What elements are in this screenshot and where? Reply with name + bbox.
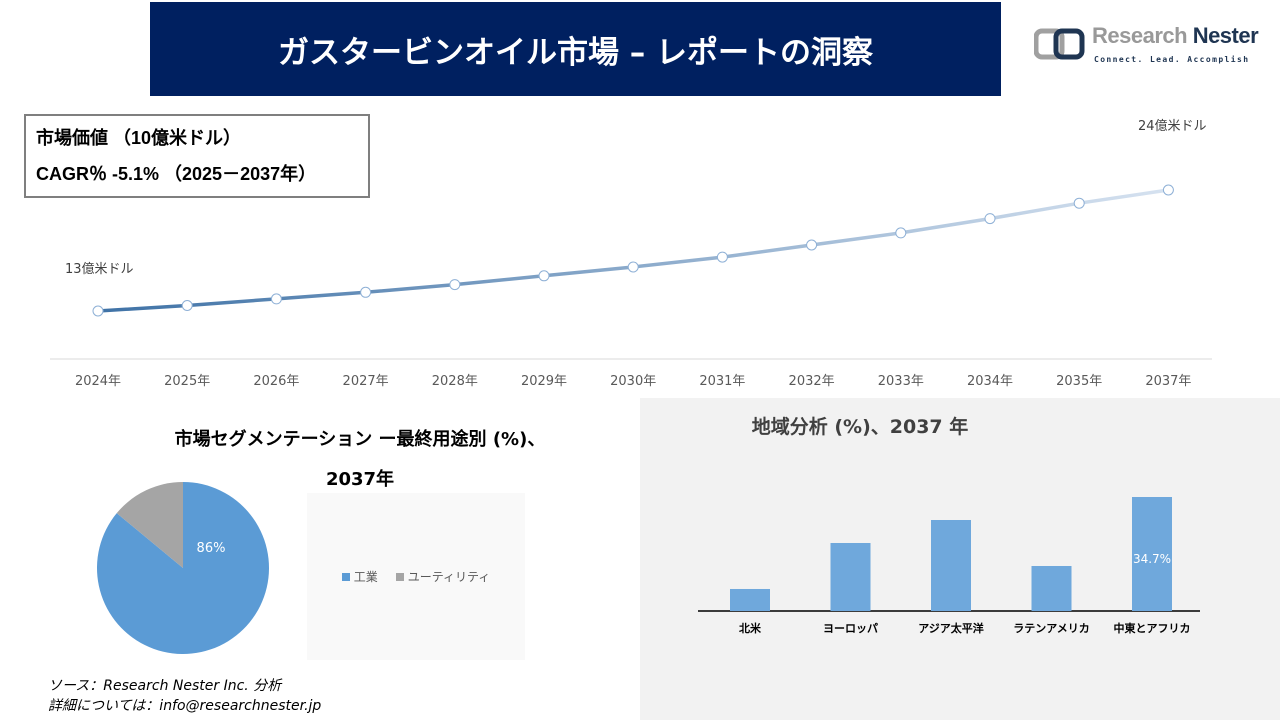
end-value-label: 24億米ドル — [1138, 118, 1207, 134]
data-point — [270, 293, 282, 305]
regional-analysis-title: 地域分析 (%)、2037 年 — [751, 416, 969, 438]
x-tick-label: 2025年 — [164, 374, 210, 389]
market-info-box: 市場価値 （10億米ドル） CAGR％ -5.1% （2025－2037年） — [24, 114, 370, 198]
logo-name: Research Nester — [1092, 23, 1259, 48]
cagr-label: CAGR％ -5.1% （2025－2037年） — [36, 164, 317, 184]
pie-data-label: 86% — [197, 541, 226, 556]
x-tick-label: 2031年 — [699, 374, 745, 389]
segmentation-title-line1: 市場セグメンテーション ー最終用途別 (%)、 — [174, 429, 546, 450]
research-nester-logo: Research Nester Connect. Lead. Accomplis… — [1034, 24, 1274, 70]
page-title: ガスタービンオイル市場 – レポートの洞察 — [150, 2, 1001, 96]
bar — [830, 542, 871, 611]
end-use-pie-chart: 86% — [97, 482, 269, 654]
data-point — [1162, 184, 1174, 196]
logo-mark-icon — [1034, 28, 1085, 60]
data-point — [1073, 197, 1085, 209]
x-tick-label: 2024年 — [75, 374, 121, 389]
x-tick-label: 中東とアフリカ — [1114, 621, 1191, 635]
x-tick-label: 2026年 — [253, 374, 299, 389]
data-point — [984, 213, 996, 225]
data-point — [449, 279, 461, 291]
data-point — [360, 286, 372, 298]
legend-item-industrial: 工業 — [341, 568, 378, 585]
regional-analysis-panel: 地域分析 (%)、2037 年 北米 ヨーロッパ アジア太平洋 ラテンアメリカ 中東とア… — [640, 398, 1280, 720]
data-point — [181, 300, 193, 311]
regional-bar-chart: 北米 ヨーロッパ アジア太平洋 ラテンアメリカ 中東とアフリカ 34.7% — [698, 497, 1200, 635]
segmentation-title: 市場セグメンテーション ー最終用途別 (%)、 2037年 — [90, 420, 630, 500]
data-point — [806, 239, 818, 251]
bar — [1031, 565, 1072, 611]
x-tick-label: 2029年 — [521, 374, 567, 389]
x-tick-label: 北米 — [739, 621, 762, 635]
data-point — [92, 305, 104, 317]
legend-item-utility: ユーティリティ — [395, 568, 490, 585]
x-tick-label: 2034年 — [967, 374, 1013, 389]
data-point — [716, 251, 728, 263]
x-tick-label: 2032年 — [789, 374, 835, 389]
segmentation-title-line2: 2037年 — [325, 469, 395, 490]
bar — [730, 588, 770, 611]
market-value-label: 市場価値 （10億米ドル） — [36, 128, 242, 148]
start-value-label: 13億米ドル — [65, 261, 134, 277]
series-line — [97, 188, 1169, 313]
pie-legend: 工業 ユーティリティ — [307, 493, 525, 660]
logo-tagline: Connect. Lead. Accomplish — [1094, 55, 1250, 64]
source-note: ソース：Research Nester Inc. 分析 詳細については：info… — [48, 676, 321, 716]
x-tick-label: ヨーロッパ — [823, 622, 878, 635]
data-point — [538, 270, 550, 282]
contact-text[interactable]: 詳細については：info@researchnester.jp — [48, 698, 322, 714]
x-tick-label: 2030年 — [610, 374, 656, 389]
x-tick-label: 2035年 — [1056, 374, 1102, 389]
data-point — [895, 227, 907, 239]
x-tick-label: 2037年 — [1145, 374, 1191, 389]
source-text: ソース：Research Nester Inc. 分析 — [48, 678, 282, 694]
pie-slice — [116, 482, 183, 568]
data-point — [627, 261, 639, 273]
market-value-line-chart: 2024年 2025年 2026年 2027年 2028年 2029年 2030年 2031年… — [50, 118, 1212, 389]
bar — [1132, 497, 1172, 611]
x-tick-label: 2027年 — [343, 374, 389, 389]
bar-data-label: 34.7% — [1133, 552, 1171, 566]
x-tick-label: ラテンアメリカ — [1013, 622, 1089, 635]
x-tick-label: 2028年 — [432, 374, 478, 389]
bar — [931, 519, 971, 611]
x-tick-label: アジア太平洋 — [918, 621, 984, 635]
x-tick-label: 2033年 — [878, 374, 924, 389]
